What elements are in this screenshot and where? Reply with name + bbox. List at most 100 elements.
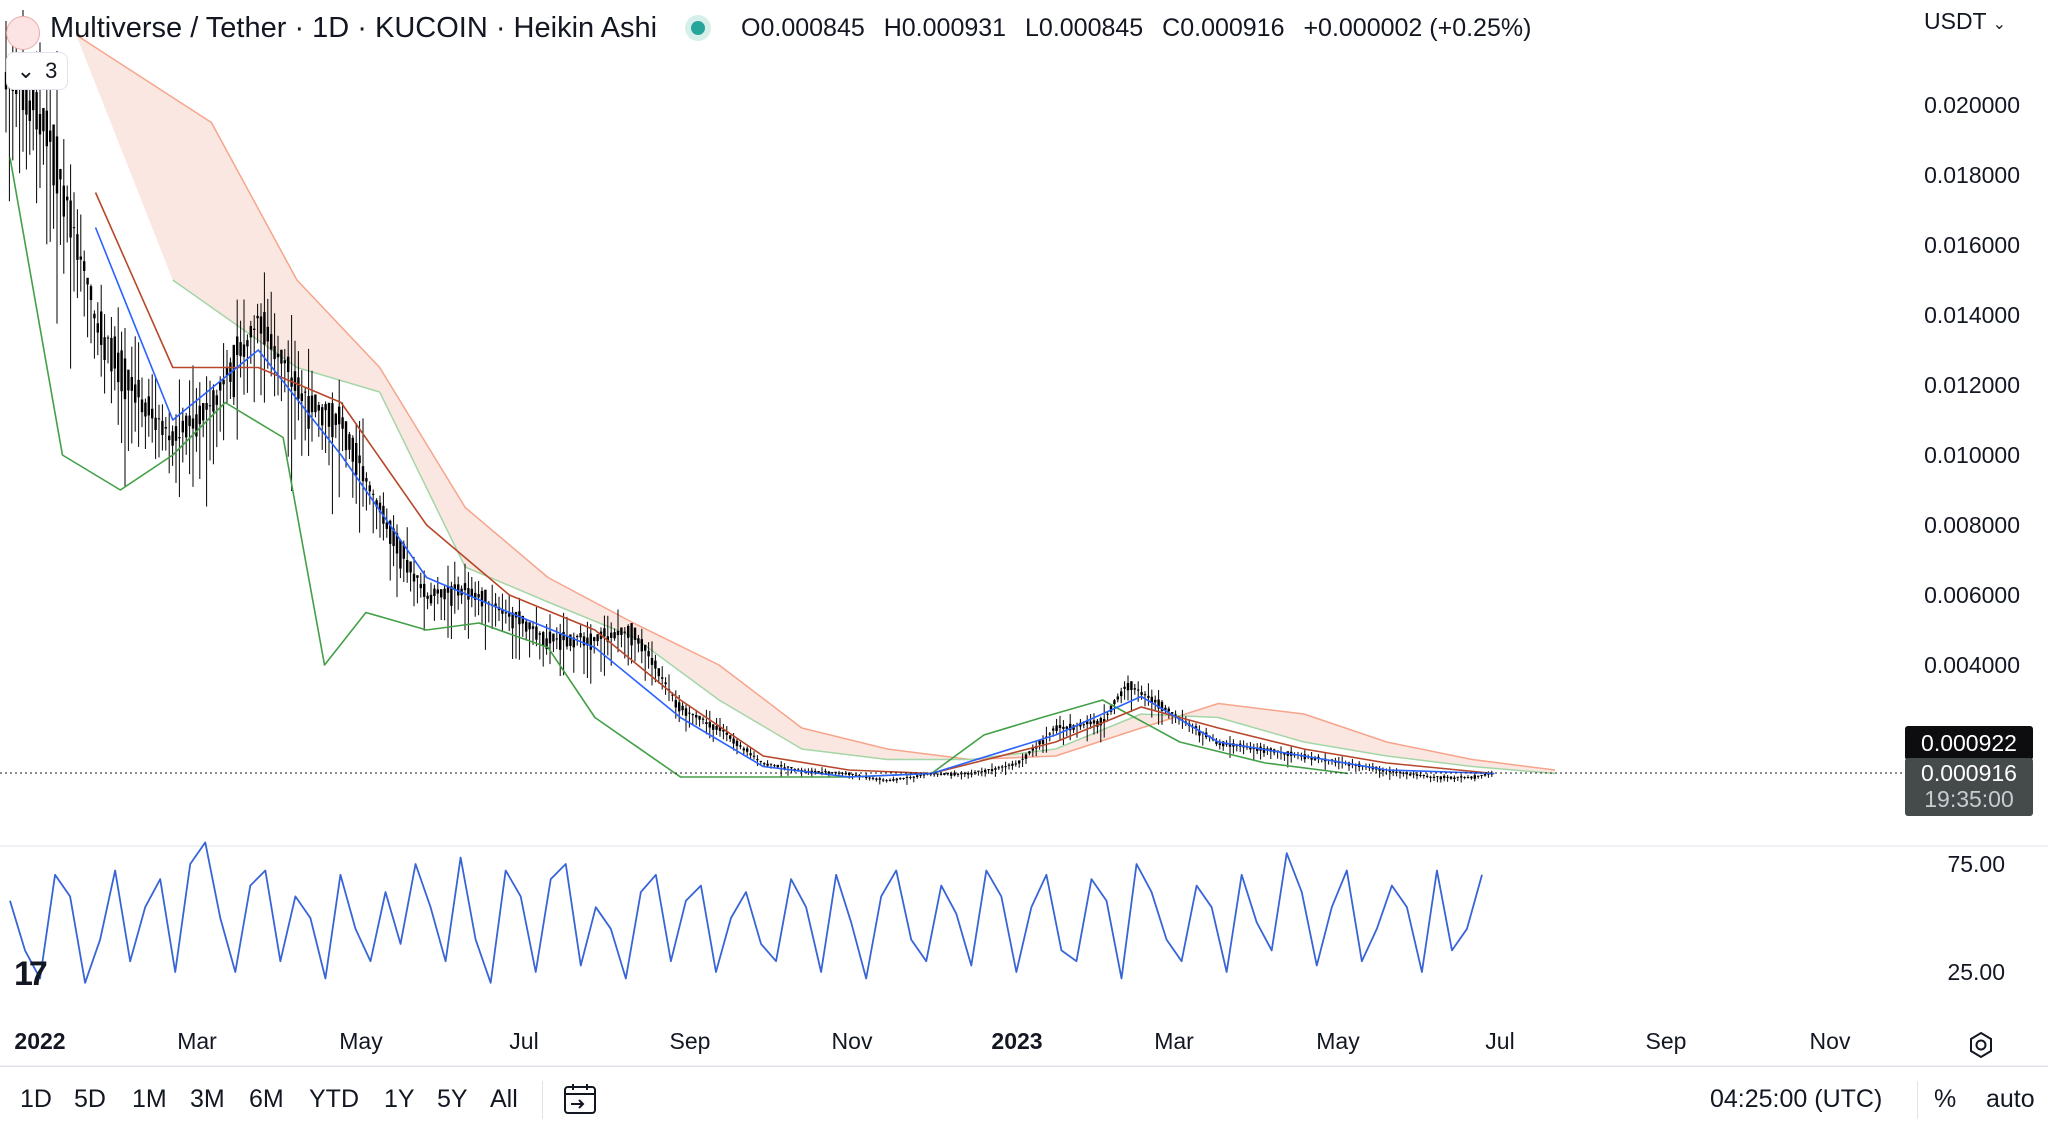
oscillator-tick-label: 25.00 — [1947, 959, 2005, 985]
candle-body — [392, 528, 395, 547]
symbol-title[interactable]: Multiverse / Tether · 1D · KUCOIN · Heik… — [50, 11, 658, 44]
candle-body — [562, 631, 565, 641]
candle-body — [157, 418, 161, 420]
candle-body — [582, 636, 586, 646]
candle-body — [151, 408, 154, 419]
candle-body — [168, 435, 171, 441]
candle-body — [783, 767, 786, 769]
candle-body — [630, 623, 633, 646]
clock-time[interactable]: 04:25:00 (UTC) — [1710, 1085, 1883, 1113]
time-tick-label: Sep — [670, 1028, 711, 1054]
indicator-count: 3 — [45, 58, 58, 83]
candle-body — [752, 755, 756, 757]
conversion-line — [94, 227, 1495, 778]
candle-body — [409, 561, 412, 573]
candle-body — [593, 637, 596, 642]
candle-body — [623, 631, 626, 633]
symbol-logo-icon[interactable] — [6, 16, 40, 50]
range-1m-button[interactable]: 1M — [132, 1085, 167, 1113]
market-status-icon[interactable] — [691, 21, 706, 35]
candle-body — [1150, 696, 1153, 703]
candle-body — [52, 124, 55, 186]
range-1y-button[interactable]: 1Y — [384, 1085, 415, 1113]
candle-body — [1466, 777, 1470, 779]
candle-body — [644, 644, 647, 651]
high-key: H — [883, 13, 902, 42]
candle-body — [579, 633, 582, 638]
candle-body — [586, 637, 589, 646]
range-5y-button[interactable]: 5Y — [437, 1085, 468, 1113]
candle-body — [997, 767, 1000, 769]
candle-body — [1439, 776, 1442, 780]
candle-body — [1140, 692, 1143, 695]
candle-body — [416, 575, 419, 578]
candle-body — [321, 407, 324, 426]
range-6m-button[interactable]: 6M — [249, 1085, 284, 1113]
candle-body — [970, 773, 973, 775]
candle-body — [344, 421, 348, 451]
candle-body — [569, 634, 572, 646]
candle-body — [110, 337, 113, 372]
candle-body — [443, 588, 446, 600]
candle-body — [637, 638, 640, 644]
candle-body — [351, 437, 354, 462]
candle-body — [1473, 775, 1476, 779]
candles — [4, 9, 1493, 785]
range-3m-button[interactable]: 3M — [190, 1085, 225, 1113]
leading-span-b — [75, 34, 1556, 771]
candle-body — [725, 732, 728, 735]
candle-body — [589, 633, 592, 650]
candle-body — [280, 349, 283, 364]
candle-body — [936, 773, 939, 775]
candle-body — [695, 714, 698, 718]
candle-body — [300, 393, 303, 402]
candle-body — [181, 420, 184, 433]
price-tick-label: 0.014000 — [1924, 302, 2020, 328]
candle-body — [518, 611, 521, 625]
candle-body — [1194, 726, 1198, 729]
candle-body — [548, 631, 552, 644]
candle-body — [766, 763, 769, 766]
candle-body — [225, 366, 229, 376]
candle-body — [1218, 743, 1221, 746]
settings-icon[interactable] — [1966, 1030, 1996, 1060]
range-ytd-button[interactable]: YTD — [309, 1085, 359, 1113]
candle-body — [739, 745, 742, 747]
auto-scale-toggle[interactable]: auto — [1986, 1085, 2035, 1113]
candle-body — [378, 502, 382, 513]
candle-body — [854, 774, 858, 776]
candle-body — [603, 628, 606, 637]
candle-body — [681, 705, 684, 711]
currency-selector[interactable]: USDT ⌄ — [1924, 8, 2006, 35]
candle-body — [912, 776, 915, 778]
candle-body — [610, 632, 613, 638]
candle-body — [521, 615, 524, 624]
candle-body — [79, 256, 82, 260]
price-tick-label: 0.010000 — [1924, 442, 2020, 468]
candle-body — [1443, 775, 1446, 779]
range-1d-button[interactable]: 1D — [20, 1085, 52, 1113]
candle-body — [837, 772, 841, 774]
candle-body — [848, 772, 851, 776]
candle-body — [1120, 691, 1123, 697]
candle-body — [368, 485, 371, 492]
candle-body — [606, 636, 609, 643]
candle-body — [426, 595, 429, 599]
indicators-collapse-button[interactable]: ⌄ 3 — [6, 52, 68, 90]
tradingview-logo-icon[interactable]: 17 — [14, 955, 48, 993]
percent-scale-toggle[interactable]: % — [1934, 1085, 1957, 1113]
candle-body — [1058, 725, 1062, 729]
candle-body — [1082, 724, 1085, 726]
candle-body — [1395, 771, 1398, 773]
range-all-button[interactable]: All — [490, 1085, 518, 1113]
candle-body — [688, 712, 691, 714]
goto-date-calendar-icon[interactable] — [563, 1083, 597, 1115]
candle-body — [555, 638, 558, 640]
candle-body — [1463, 777, 1466, 779]
candle-body — [939, 773, 943, 775]
chevron-down-icon: ⌄ — [16, 58, 36, 83]
candle-body — [372, 493, 375, 495]
range-5d-button[interactable]: 5D — [74, 1085, 106, 1113]
candle-body — [1065, 726, 1068, 729]
